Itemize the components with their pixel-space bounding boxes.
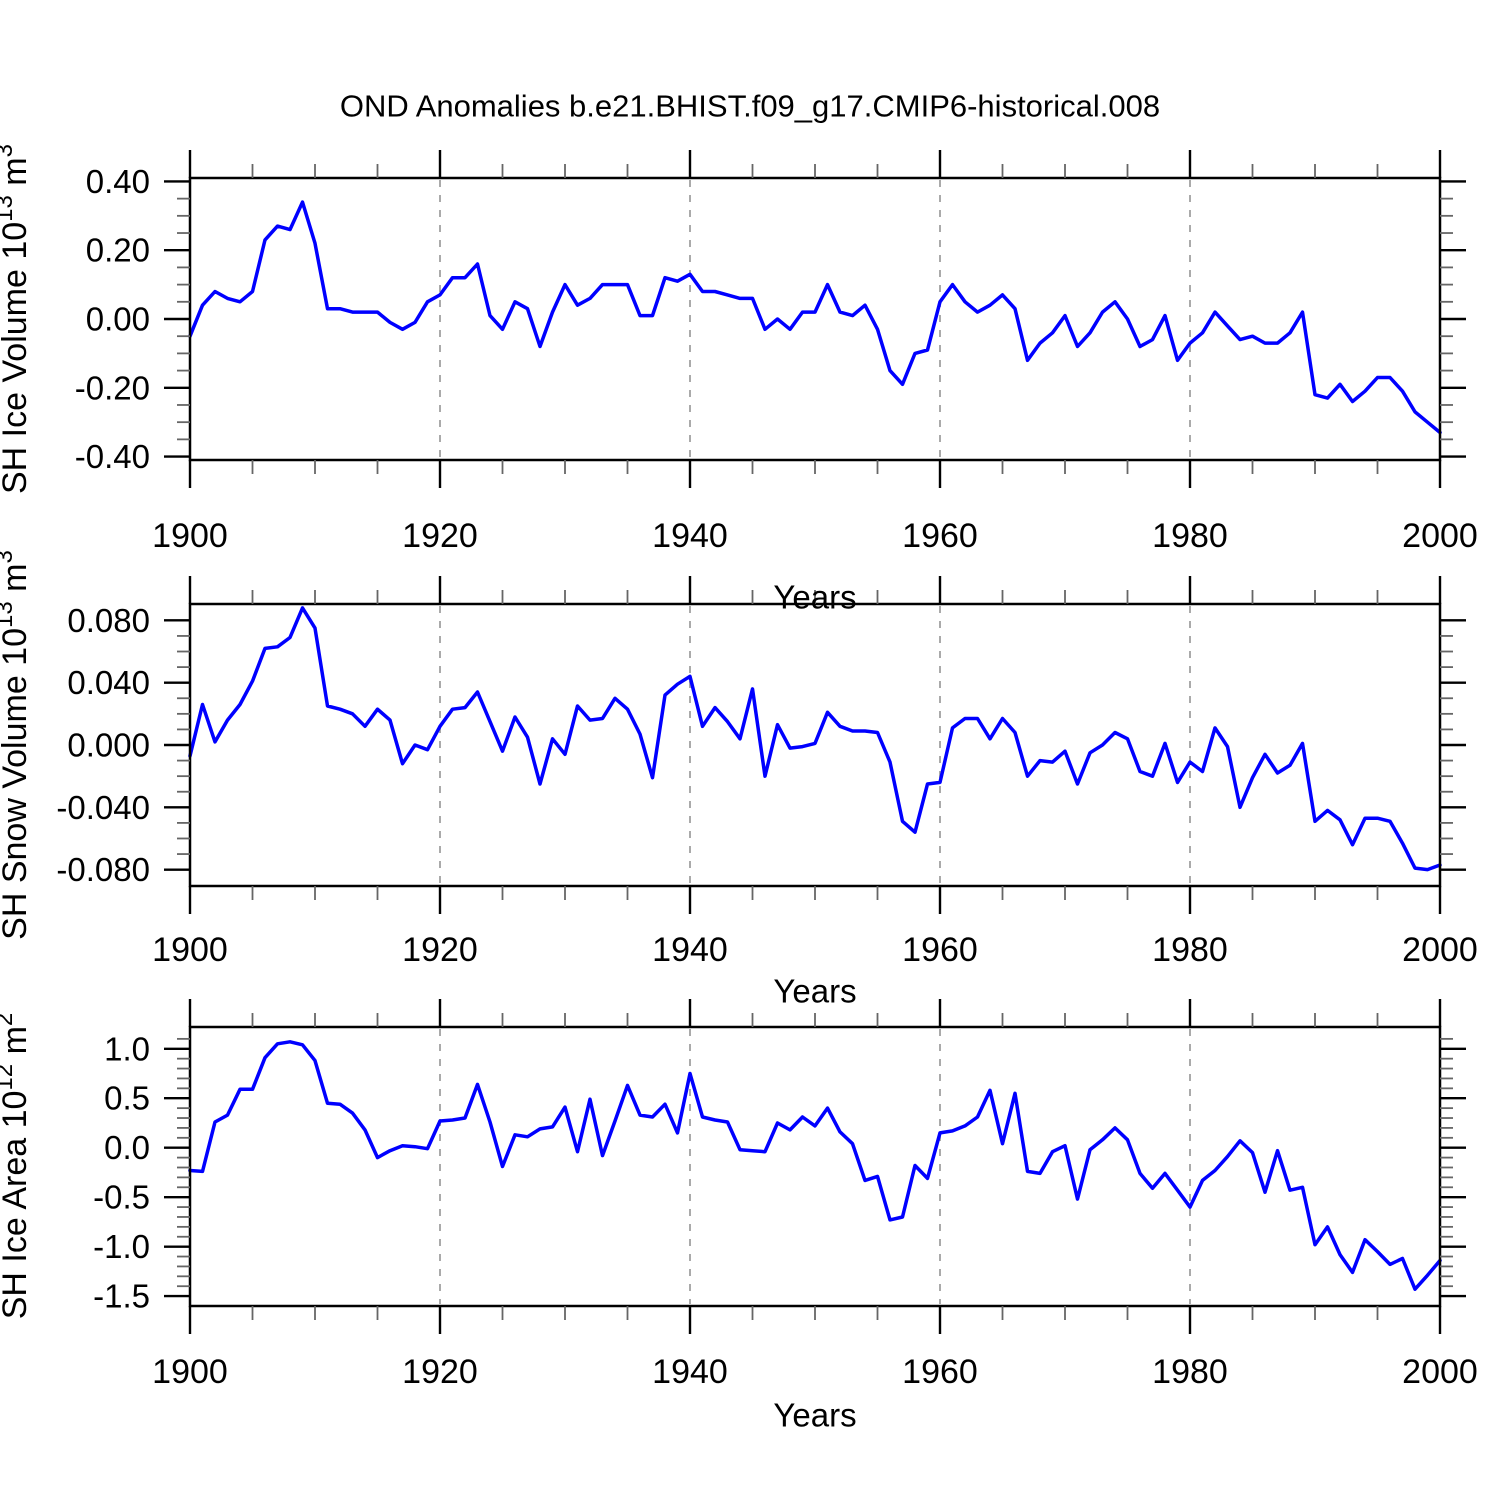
series-line-ice-volume — [188, 200, 1442, 435]
chart-title: OND Anomalies b.e21.BHIST.f09_g17.CMIP6-… — [340, 89, 1160, 124]
y-tick-label: 1.0 — [104, 1030, 150, 1067]
x-tick-label: 1920 — [402, 931, 478, 969]
y-tick-label: -0.080 — [56, 851, 150, 888]
series-line-snow-volume — [188, 606, 1442, 872]
x-tick-label: 2000 — [1402, 931, 1478, 969]
x-tick-label: 1900 — [152, 1353, 228, 1391]
y-tick-label: -0.40 — [75, 438, 150, 475]
x-axis-title-top: Years — [773, 579, 856, 616]
x-tick-label: 1960 — [902, 1353, 978, 1391]
y-axis-title-ice-volume: SH Ice Volume 1013 m3 — [0, 144, 34, 494]
y-tick-label: 0.5 — [104, 1080, 150, 1117]
x-axis-title-bottom: Years — [773, 1397, 856, 1434]
y-axis-title-ice-area: SH Ice Area 1012 m2 — [0, 1013, 34, 1320]
x-tick-label: 1980 — [1152, 931, 1228, 969]
series-line-ice-area — [188, 1040, 1442, 1291]
y-tick-label: -0.20 — [75, 369, 150, 406]
x-tick-label: 1980 — [1152, 517, 1228, 555]
x-axis-title-middle: Years — [773, 973, 856, 1010]
y-tick-label: 0.20 — [86, 232, 150, 269]
x-tick-label: 1940 — [652, 1353, 728, 1391]
y-axis-title-snow-volume: SH Snow Volume 1013 m3 — [0, 550, 34, 940]
y-tick-label: 0.00 — [86, 301, 150, 338]
x-tick-label: 2000 — [1402, 517, 1478, 555]
y-tick-label: -0.040 — [56, 789, 150, 826]
x-tick-label: 1940 — [652, 517, 728, 555]
x-tick-label: 1960 — [902, 931, 978, 969]
y-tick-label: 0.000 — [67, 727, 150, 764]
panel-sh-ice-volume: 1900 1920 1940 1960 1980 2000 0.40 0.20 0.00 -0.2… — [75, 150, 1478, 555]
y-tick-label: -1.5 — [93, 1278, 150, 1315]
y-tick-label: -0.5 — [93, 1179, 150, 1216]
x-tick-label: 1980 — [1152, 1353, 1228, 1391]
panel-sh-snow-volume: 1900 1920 1940 1960 1980 2000 0.080 0.040 0.000 -… — [56, 576, 1478, 969]
y-tick-label: 0.40 — [86, 163, 150, 200]
x-tick-label: 1900 — [152, 931, 228, 969]
y-tick-label: 0.040 — [67, 664, 150, 701]
y-tick-label: 0.0 — [104, 1129, 150, 1166]
y-tick-label: -1.0 — [93, 1228, 150, 1265]
x-tick-label: 2000 — [1402, 1353, 1478, 1391]
panel-sh-ice-area: 1900 1920 1940 1960 1980 2000 1.0 0.5 0.0 -0.5 -1.… — [93, 999, 1478, 1391]
x-tick-label: 1920 — [402, 517, 478, 555]
y-tick-label: 0.080 — [67, 602, 150, 639]
x-tick-label: 1900 — [152, 517, 228, 555]
x-tick-label: 1940 — [652, 931, 728, 969]
x-tick-label: 1960 — [902, 517, 978, 555]
x-tick-label: 1920 — [402, 1353, 478, 1391]
